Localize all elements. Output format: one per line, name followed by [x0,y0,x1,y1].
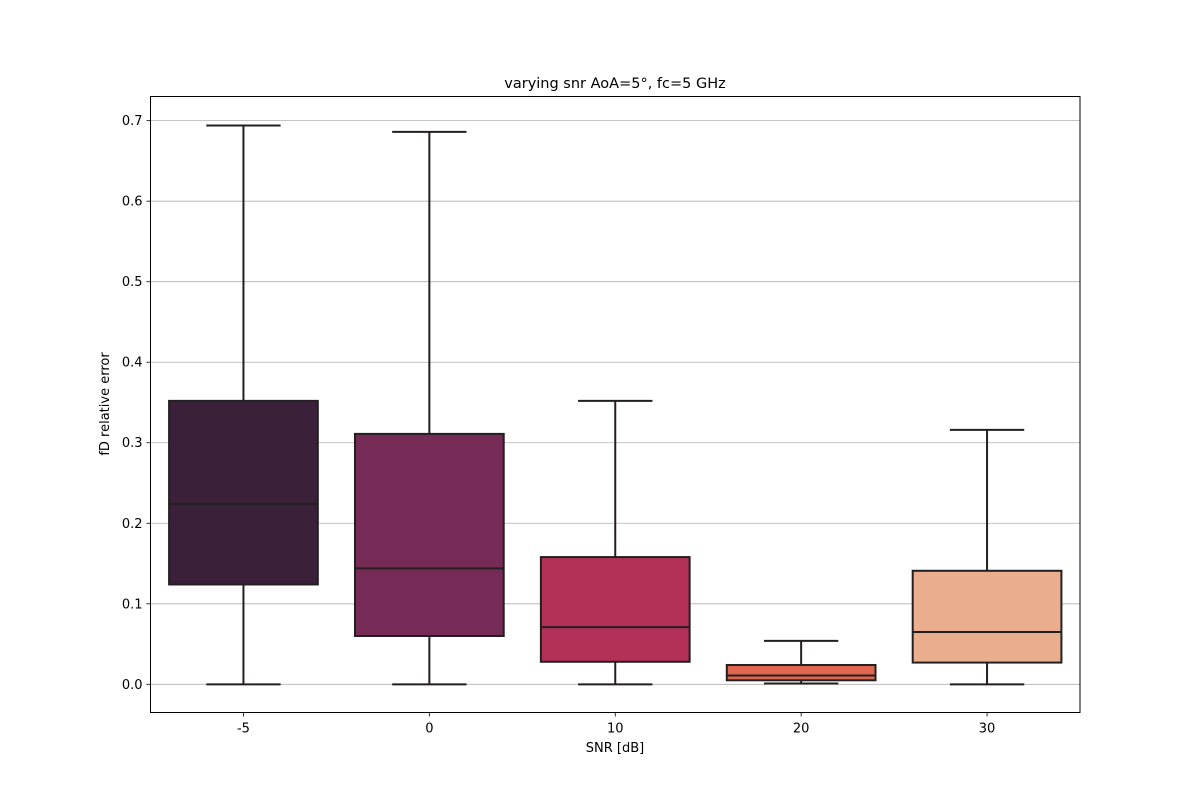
y-tick-label: 0.0 [122,678,143,693]
iqr-box [911,569,1063,664]
chart-title: varying snr AoA=5°, fc=5 GHz [504,76,725,92]
iqr-box [168,399,319,586]
x-tick-label: 10 [607,722,624,737]
iqr-box [725,663,877,682]
y-axis-ticks: 0.0 0.1 0.2 0.3 0.4 0.5 0.6 0.7 [122,114,151,693]
iqr-box [539,556,691,663]
x-axis-ticks: -5 0 10 20 30 [237,712,996,737]
box-group [353,130,505,686]
box-group [911,428,1063,686]
box-plot-series [168,124,1063,686]
x-tick-label: 30 [979,722,996,737]
y-tick-label: 0.6 [122,195,143,210]
box-group [168,124,319,686]
y-tick-label: 0.3 [122,436,143,451]
y-axis-label: fD relative error [98,352,113,456]
y-tick-label: 0.5 [122,275,143,290]
x-axis-label: SNR [dB] [586,741,644,756]
box-group [539,399,691,686]
y-tick-label: 0.1 [122,597,143,612]
y-tick-label: 0.4 [122,356,143,371]
y-tick-label: 0.2 [122,517,143,532]
y-tick-label: 0.7 [122,114,143,129]
x-tick-label: 20 [793,722,810,737]
iqr-box [353,432,505,638]
box-group [725,639,877,685]
plot-area-frame [150,96,1081,713]
x-tick-label: 0 [425,722,433,737]
x-tick-label: -5 [237,722,250,737]
